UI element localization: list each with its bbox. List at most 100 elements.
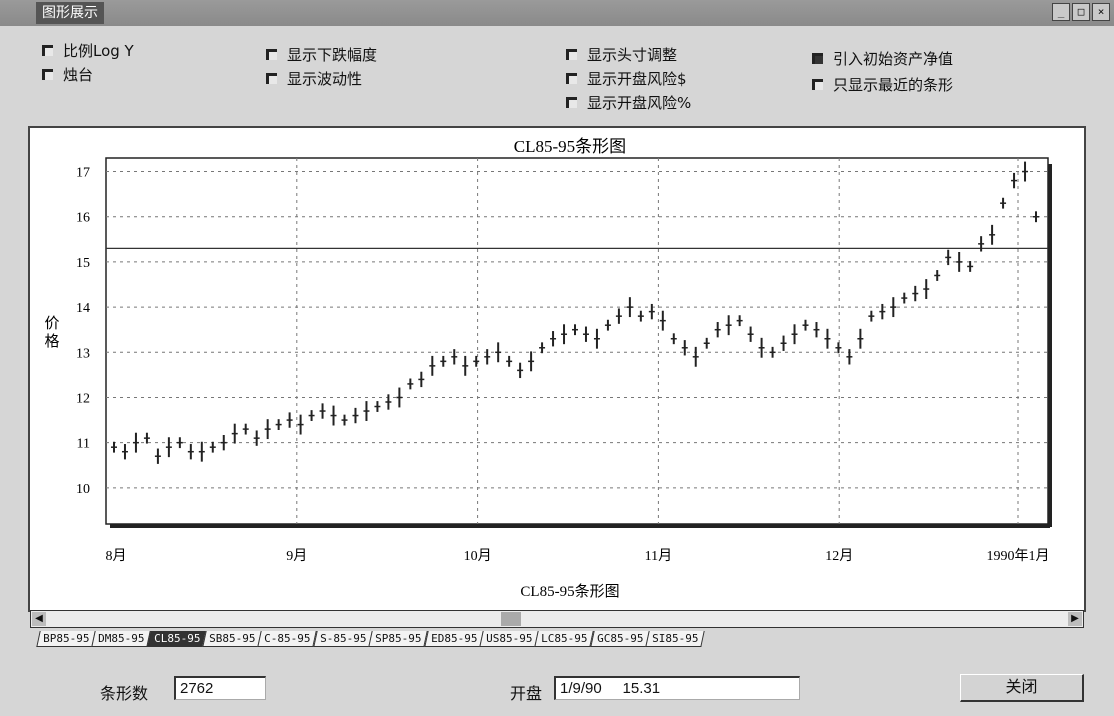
tab-ed85-95[interactable]: ED85-95 (423, 631, 484, 647)
tab-c-85-95[interactable]: C-85-95 (257, 631, 318, 647)
checkbox-initial-equity-label: 引入初始资产净值 (833, 50, 954, 68)
open-field[interactable]: 1/9/90 15.31 (554, 676, 800, 700)
y-axis-ticks: 10 11 12 13 14 15 16 17 (76, 166, 90, 497)
price-bar (418, 371, 425, 388)
price-bar (264, 419, 271, 440)
checkbox-icon[interactable] (266, 73, 277, 84)
price-bar (989, 224, 996, 245)
tab-label: LC85-95 (541, 632, 588, 645)
price-bar (165, 437, 172, 458)
price-bar (242, 423, 249, 435)
price-bar (967, 261, 974, 272)
checkbox-log-y[interactable]: 比例Log Y (42, 40, 134, 61)
grid (105, 157, 1052, 528)
tab-label: C-85-95 (264, 632, 311, 645)
checkbox-position-adjust[interactable]: 显示头寸调整 (566, 44, 677, 65)
checkbox-recent-bars[interactable]: 只显示最近的条形 (812, 74, 953, 95)
checkbox-candle[interactable]: 烛台 (42, 64, 93, 85)
tab-s-85-95[interactable]: S-85-95 (313, 631, 373, 647)
tab-cl85-95[interactable]: CL85-95 (147, 631, 207, 647)
window-controls: _ □ × (1052, 3, 1110, 21)
y-tick-label: 10 (76, 482, 90, 497)
tab-label: BP85-95 (43, 632, 90, 645)
price-bar (956, 251, 963, 272)
y-tick-label: 14 (76, 301, 90, 316)
checkbox-icon[interactable] (566, 49, 577, 60)
tab-sp85-95[interactable]: SP85-95 (368, 631, 429, 647)
price-bar (692, 346, 699, 367)
price-bar (231, 423, 238, 444)
checkbox-icon[interactable] (566, 97, 577, 108)
price-bar (736, 315, 743, 327)
horizontal-scrollbar[interactable]: ◀ ▶ (30, 610, 1084, 628)
tab-si85-95[interactable]: SI85-95 (645, 631, 706, 647)
price-bar (385, 394, 392, 410)
scroll-left-icon[interactable]: ◀ (32, 612, 46, 626)
checkbox-position-adjust-label: 显示头寸调整 (587, 46, 678, 64)
tab-sb85-95[interactable]: SB85-95 (202, 631, 263, 647)
close-button[interactable]: 关闭 (960, 674, 1084, 702)
checkbox-volatility-label: 显示波动性 (287, 70, 363, 88)
price-bar (220, 434, 227, 451)
close-window-button[interactable]: × (1092, 3, 1110, 21)
price-bar (604, 319, 611, 331)
price-bar (561, 324, 568, 345)
checkbox-volatility[interactable]: 显示波动性 (266, 68, 362, 89)
price-bars (111, 161, 1039, 464)
open-label: 开盘 (510, 684, 543, 703)
price-bar (528, 351, 535, 372)
x-tick-label: 9月 (286, 548, 307, 564)
checkbox-icon[interactable] (812, 79, 823, 90)
chart-panel: CL85-95条形图 CL85-95条形图 10 11 12 13 14 15 16 17 8… (28, 126, 1086, 612)
x-tick-label: 10月 (464, 548, 492, 564)
bars-count-field[interactable]: 2762 (174, 676, 266, 700)
y-axis-label-char: 价 (44, 314, 59, 332)
price-bar (429, 355, 436, 376)
price-bar (374, 401, 381, 412)
checkbox-initial-equity[interactable]: 引入初始资产净值 (812, 48, 953, 69)
bars-count-label: 条形数 (100, 684, 149, 703)
y-tick-label: 16 (76, 211, 90, 226)
tab-us85-95[interactable]: US85-95 (479, 631, 539, 647)
checkbox-icon[interactable] (812, 53, 823, 64)
price-bar (923, 279, 930, 299)
price-bar (330, 405, 337, 426)
checkbox-open-risk-pct[interactable]: 显示开盘风险% (566, 92, 691, 113)
price-bar (1011, 172, 1018, 189)
y-axis-label: 价格 (44, 314, 59, 350)
price-bar (978, 236, 985, 252)
price-bar (758, 337, 765, 358)
price-bar (747, 326, 754, 342)
tab-gc85-95[interactable]: GC85-95 (589, 631, 650, 647)
price-bar (517, 362, 524, 379)
y-axis-label-char: 格 (44, 332, 59, 350)
price-bar (626, 297, 633, 318)
maximize-button[interactable]: □ (1072, 3, 1090, 21)
price-bar (593, 328, 600, 349)
tab-lc85-95[interactable]: LC85-95 (534, 631, 595, 647)
price-bar (868, 310, 875, 322)
symbol-tabs: BP85-95 DM85-95 CL85-95 SB85-95 C-85-95 S-85-… (36, 631, 706, 647)
checkbox-icon[interactable] (42, 45, 53, 56)
scroll-thumb[interactable] (501, 612, 521, 626)
y-tick-label: 12 (76, 391, 90, 406)
checkbox-open-risk-dollar[interactable]: 显示开盘风险$ (566, 68, 687, 89)
window-title: 图形展示 (36, 2, 104, 24)
price-bar (1000, 197, 1007, 209)
checkbox-icon[interactable] (566, 73, 577, 84)
price-bar (846, 349, 853, 365)
scroll-right-icon[interactable]: ▶ (1068, 612, 1082, 626)
checkbox-drawdown[interactable]: 显示下跌幅度 (266, 44, 377, 65)
price-bar (539, 342, 546, 354)
price-bar (615, 308, 622, 324)
tab-label: GC85-95 (596, 632, 644, 645)
y-tick-label: 15 (76, 256, 90, 271)
minimize-button[interactable]: _ (1052, 3, 1070, 21)
price-bar (1033, 211, 1039, 223)
checkbox-icon[interactable] (266, 49, 277, 60)
tab-bp85-95[interactable]: BP85-95 (36, 631, 97, 647)
tab-dm85-95[interactable]: DM85-95 (91, 631, 152, 647)
checkbox-icon[interactable] (42, 69, 53, 80)
y-tick-label: 11 (77, 437, 90, 452)
price-bar (572, 324, 578, 336)
